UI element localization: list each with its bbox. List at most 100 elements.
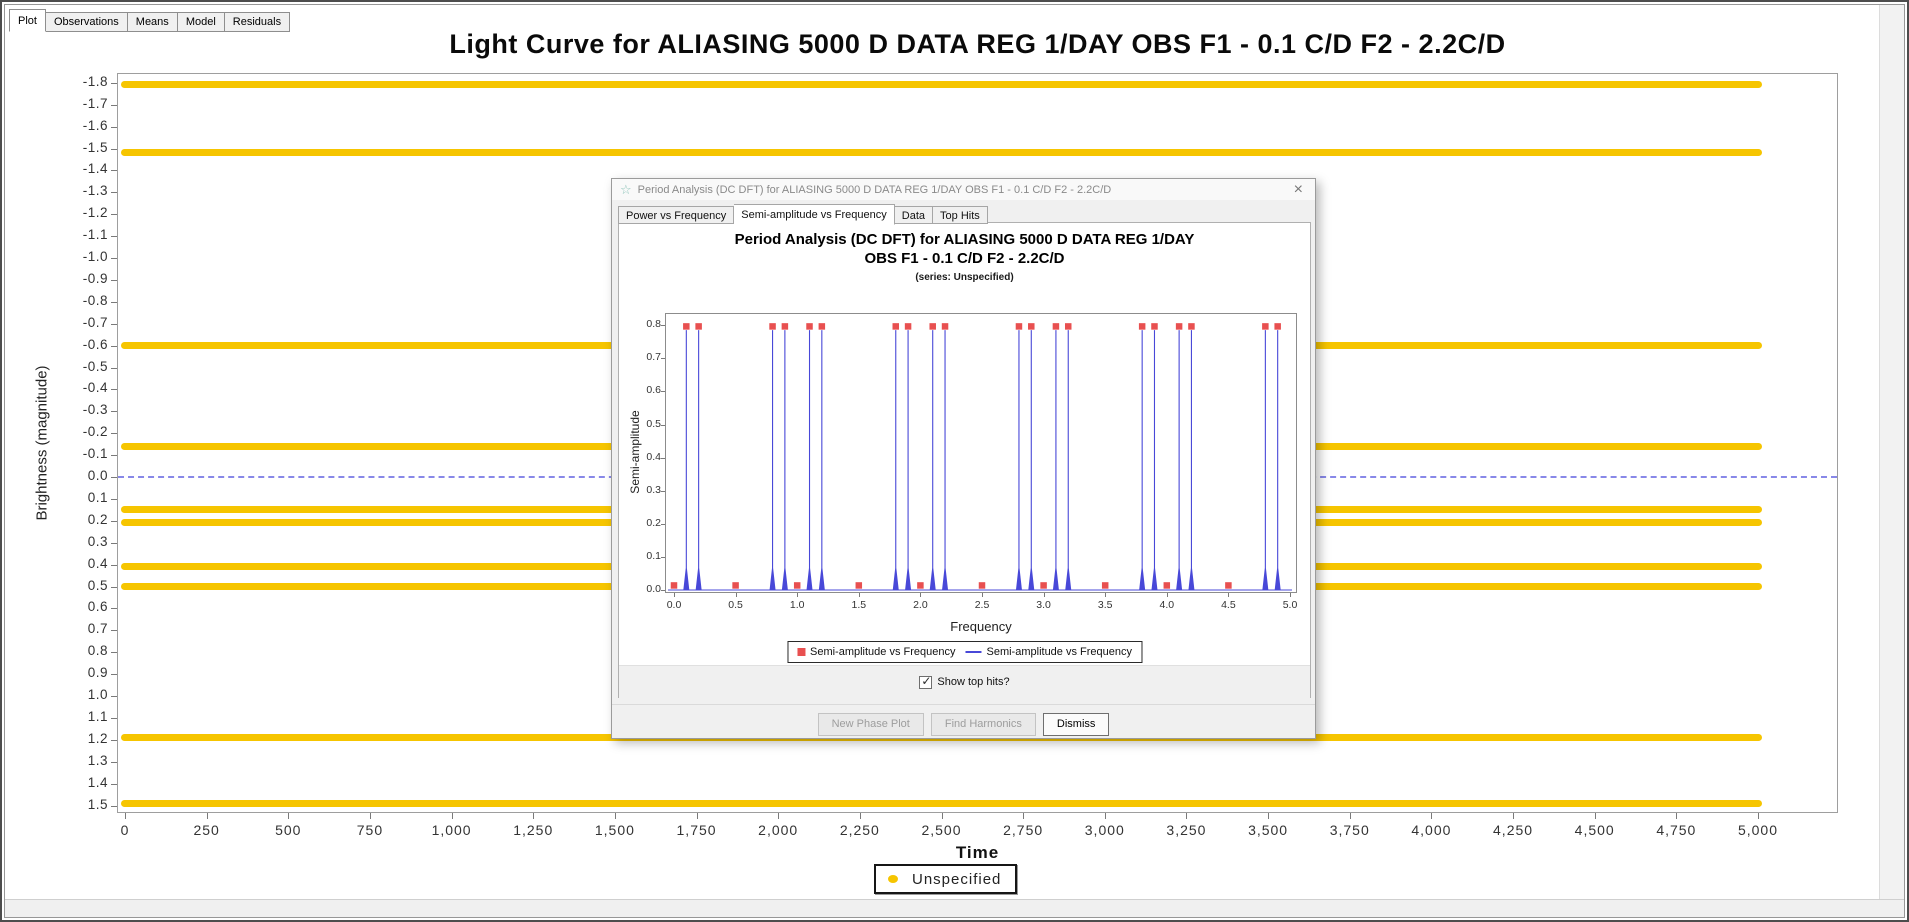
tab-model[interactable]: Model (177, 12, 225, 32)
x-tick-mark (1431, 813, 1433, 819)
light-curve-legend: Unspecified (874, 864, 1018, 894)
y-tick-label: -1.5 (82, 139, 108, 155)
x-tick-mark (1023, 813, 1025, 819)
dialog-tab-semi-amplitude-vs-frequency[interactable]: Semi-amplitude vs Frequency (734, 204, 895, 225)
top-hit-marker (1175, 323, 1183, 330)
new-phase-plot-button[interactable]: New Phase Plot (817, 712, 924, 736)
tab-plot[interactable]: Plot (9, 9, 46, 32)
dft-y-tick-mark (661, 556, 665, 558)
dft-x-tick-mark (982, 593, 983, 597)
baseline-top-hit-marker (1163, 582, 1171, 589)
y-tick-label: -0.6 (82, 336, 108, 352)
x-tick-mark (1758, 813, 1759, 819)
top-hit-marker (1138, 323, 1146, 330)
find-harmonics-button[interactable]: Find Harmonics (930, 712, 1036, 736)
window-right-margin (1879, 5, 1904, 899)
top-hit-marker (1052, 323, 1060, 330)
spectrum-peak (1188, 330, 1195, 590)
top-hit-marker (1274, 323, 1281, 330)
spectrum-peak (929, 330, 936, 590)
spectrum-peak (1052, 330, 1059, 590)
y-tick-label: -0.7 (82, 314, 108, 330)
dft-x-tick-label: 4.5 (1221, 599, 1236, 611)
dft-y-tick-label: 0.8 (646, 318, 661, 331)
dft-x-tick-label: 4.0 (1159, 599, 1175, 611)
dft-x-tick-mark (1166, 593, 1168, 597)
blue-line-marker (965, 651, 982, 653)
dft-x-tick-mark (858, 593, 860, 597)
y-tick-label: 0.4 (87, 555, 108, 571)
spectrum-peak (1274, 330, 1281, 590)
x-tick-label: 3,500 (1248, 822, 1289, 838)
x-tick-mark (614, 813, 616, 819)
dft-chart-title-line2: OBS F1 - 0.1 C/D F2 - 2.2C/D (864, 250, 1065, 267)
tab-observations[interactable]: Observations (45, 12, 128, 32)
dft-x-tick-label: 3.0 (1036, 599, 1051, 611)
x-tick-label: 2,500 (921, 822, 962, 838)
dft-x-tick-mark (674, 593, 675, 597)
dft-y-tick-label: 0.6 (646, 384, 661, 397)
dialog-tab-power-vs-frequency[interactable]: Power vs Frequency (618, 206, 735, 224)
baseline-top-hit-marker (855, 582, 863, 589)
dft-x-tick-mark (735, 593, 737, 597)
dialog-tab-data[interactable]: Data (894, 206, 934, 224)
x-tick-label: 250 (193, 822, 220, 838)
dialog-titlebar[interactable]: ☆ Period Analysis (DC DFT) for ALIASING … (612, 179, 1315, 200)
baseline-top-hit-marker (793, 582, 801, 589)
x-tick-mark (451, 813, 453, 819)
baseline-top-hit-marker (978, 582, 986, 589)
baseline-top-hit-marker (1101, 582, 1109, 589)
y-tick-label: 1.0 (87, 687, 108, 702)
x-tick-mark (1513, 813, 1515, 819)
y-tick-label: -0.9 (82, 270, 108, 286)
legend-item-label: Semi-amplitude vs Frequency (986, 646, 1133, 658)
x-tick-label: 3,250 (1166, 822, 1207, 838)
show-top-hits-label: Show top hits? (937, 676, 1010, 688)
x-tick-mark (859, 813, 861, 819)
dft-x-tick-mark (1228, 593, 1230, 597)
star-icon: ☆ (620, 182, 632, 197)
x-tick-label: 4,500 (1574, 822, 1615, 838)
top-hit-marker (1262, 323, 1269, 330)
y-tick-label: -0.8 (82, 292, 108, 308)
dft-y-tick-mark (661, 490, 665, 492)
dft-y-tick-mark (661, 457, 665, 459)
top-hit-marker (941, 323, 949, 330)
show-top-hits-checkbox[interactable]: ✓ (919, 673, 933, 689)
spectrum-peak (1028, 330, 1035, 590)
dft-y-tick-mark (661, 358, 665, 360)
x-tick-mark (1349, 813, 1351, 819)
top-hit-marker (1064, 323, 1072, 330)
top-hit-marker (695, 323, 702, 330)
checkmark-icon: ✓ (921, 673, 932, 688)
spectrum-peak (683, 330, 690, 590)
light-curve-title: Light Curve for ALIASING 5000 D DATA REG… (449, 29, 1506, 59)
dft-x-tick-label: 0.5 (728, 599, 743, 611)
dismiss-button[interactable]: Dismiss (1042, 712, 1110, 736)
x-tick-label: 2,250 (839, 822, 880, 838)
y-tick-label: -1.8 (82, 73, 108, 89)
dft-y-tick-label: 0.5 (646, 417, 661, 430)
y-tick-label: 1.3 (87, 752, 108, 768)
tab-means[interactable]: Means (127, 12, 178, 32)
dft-y-tick-label: 0.7 (646, 351, 661, 364)
y-tick-label: -1.6 (82, 117, 108, 133)
dft-x-tick-mark (1290, 593, 1291, 597)
tab-residuals[interactable]: Residuals (224, 12, 291, 32)
dialog-tab-top-hits[interactable]: Top Hits (933, 206, 988, 224)
x-tick-mark (778, 813, 780, 819)
x-tick-label: 1,000 (431, 822, 472, 838)
x-tick-mark (369, 813, 371, 819)
top-hit-marker (769, 323, 776, 330)
x-tick-mark (1268, 813, 1270, 819)
spectrum-peak (806, 330, 813, 590)
top-hit-marker (1015, 323, 1023, 330)
y-tick-label: 0.8 (87, 643, 108, 659)
top-hit-marker (904, 323, 912, 330)
dialog-tab-content: Period Analysis (DC DFT) for ALIASING 50… (618, 222, 1311, 698)
close-icon[interactable]: × (1293, 180, 1303, 198)
status-bar (5, 899, 1904, 917)
dialog-tab-bar: Power vs Frequency Semi-amplitude vs Freq… (618, 204, 988, 225)
y-tick-label: 0.7 (87, 621, 108, 637)
